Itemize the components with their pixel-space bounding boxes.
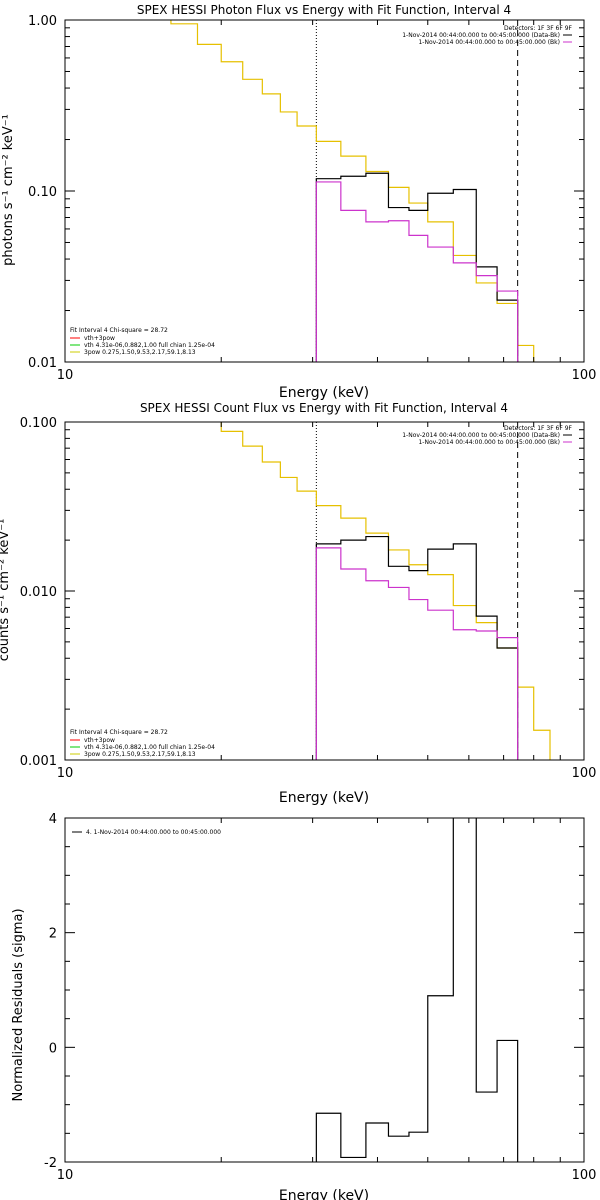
- residuals-xtick-label: 10: [57, 1168, 74, 1183]
- count-flux-panel: SPEX HESSI Count Flux vs Energy with Fit…: [0, 401, 597, 806]
- photon-flux-tick-labels: 10 100 0.01 0.10 1.00: [28, 14, 596, 383]
- residuals-ytick-label: 4: [49, 812, 57, 827]
- photon-flux-panel: SPEX HESSI Photon Flux vs Energy with Fi…: [1, 3, 596, 401]
- count-flux-series-2-histogram: [315, 547, 519, 760]
- residuals-data-layer: [315, 818, 519, 1162]
- legend-3pow-label: 3pow 0.275,1.50,9.53,2.17,59.1,8.13: [84, 751, 196, 758]
- residuals-tick-labels: 10 100 -2 0 2 4: [44, 812, 596, 1183]
- residuals-series-0-histogram: [315, 818, 519, 1162]
- count-flux-data-layer: [220, 422, 566, 760]
- residuals-panel: Energy (keV) Normalized Residuals (sigma…: [11, 812, 596, 1200]
- legend-data-bk-label: 1-Nov-2014 00:44:00.000 to 00:45:00.000 …: [402, 32, 560, 39]
- photon-flux-ylabel: photons s⁻¹ cm⁻² keV⁻¹: [1, 114, 16, 266]
- residuals-xtick-label: 100: [572, 1168, 597, 1183]
- legend-fit-header: Fit Interval 4 Chi-square = 28.72: [70, 327, 168, 334]
- count-flux-xtick-label: 10: [57, 766, 74, 781]
- residuals-axes-frame: [64, 817, 585, 1163]
- count-flux-axes-frame: [64, 421, 585, 761]
- photon-flux-title: SPEX HESSI Photon Flux vs Energy with Fi…: [137, 3, 511, 17]
- count-flux-xlabel: Energy (keV): [279, 790, 369, 806]
- legend-bk-label: 1-Nov-2014 00:44:00.000 to 00:45:00.000 …: [418, 439, 560, 446]
- photon-flux-series-2-histogram: [315, 181, 519, 362]
- photon-flux-ytick-label: 0.01: [28, 356, 57, 371]
- legend-vth-label: vth 4.31e-06,0.882,1.00 full chian 1.25e…: [84, 744, 215, 751]
- count-flux-xtick-label: 100: [572, 766, 597, 781]
- legend-vth3pow-label: vth+3pow: [84, 335, 115, 342]
- photon-flux-axes-frame: [64, 19, 585, 363]
- legend-3pow-label: 3pow 0.275,1.50,9.53,2.17,59.1,8.13: [84, 349, 196, 356]
- count-flux-legend-top: Detectors: 1F 3F 6F 9F 1-Nov-2014 00:44:…: [402, 425, 572, 446]
- photon-flux-series-0-histogram: [170, 20, 535, 362]
- count-flux-ytick-label: 0.100: [20, 416, 57, 431]
- count-flux-plot-area: [64, 421, 585, 761]
- photon-flux-xtick-label: 100: [572, 368, 597, 383]
- count-flux-series-0-histogram: [220, 422, 566, 760]
- residuals-legend-label: 4. 1-Nov-2014 00:44:00.000 to 00:45:00.0…: [86, 829, 221, 836]
- photon-flux-legend-bottom: Fit Interval 4 Chi-square = 28.72 vth+3p…: [70, 327, 215, 356]
- photon-flux-xtick-label: 10: [57, 368, 74, 383]
- photon-flux-plot-area: [64, 19, 585, 363]
- count-flux-ytick-label: 0.001: [20, 754, 57, 769]
- count-flux-ytick-label: 0.010: [20, 585, 57, 600]
- legend-detectors: Detectors: 1F 3F 6F 9F: [504, 425, 573, 432]
- count-flux-title: SPEX HESSI Count Flux vs Energy with Fit…: [140, 401, 508, 415]
- legend-fit-header: Fit Interval 4 Chi-square = 28.72: [70, 729, 168, 736]
- photon-flux-ytick-label: 0.10: [28, 185, 57, 200]
- residuals-legend: 4. 1-Nov-2014 00:44:00.000 to 00:45:00.0…: [72, 829, 221, 836]
- photon-flux-xlabel: Energy (keV): [279, 385, 369, 401]
- legend-vth-label: vth 4.31e-06,0.882,1.00 full chian 1.25e…: [84, 342, 215, 349]
- residuals-ytick-label: 2: [49, 927, 57, 942]
- count-flux-legend-bottom: Fit Interval 4 Chi-square = 28.72 vth+3p…: [70, 729, 215, 758]
- photon-flux-data-layer: [170, 20, 535, 362]
- photon-flux-series-1-histogram: [315, 172, 519, 362]
- legend-data-bk-label: 1-Nov-2014 00:44:00.000 to 00:45:00.000 …: [402, 432, 560, 439]
- legend-bk-label: 1-Nov-2014 00:44:00.000 to 00:45:00.000 …: [418, 39, 560, 46]
- residuals-plot-area: [64, 817, 585, 1163]
- residuals-ylabel: Normalized Residuals (sigma): [11, 908, 26, 1101]
- count-flux-series-1-histogram: [315, 535, 519, 760]
- legend-vth3pow-label: vth+3pow: [84, 737, 115, 744]
- count-flux-ylabel: counts s⁻¹ cm⁻² keV⁻¹: [0, 519, 12, 662]
- residuals-xlabel: Energy (keV): [279, 1188, 369, 1200]
- legend-detectors: Detectors: 1F 3F 6F 9F: [504, 25, 573, 32]
- photon-flux-legend-top: Detectors: 1F 3F 6F 9F 1-Nov-2014 00:44:…: [402, 25, 572, 46]
- photon-flux-ytick-label: 1.00: [28, 14, 57, 29]
- residuals-ytick-label: -2: [44, 1156, 57, 1171]
- residuals-ytick-label: 0: [49, 1041, 57, 1056]
- count-flux-tick-labels: 10 100 0.001 0.010 0.100: [20, 416, 597, 781]
